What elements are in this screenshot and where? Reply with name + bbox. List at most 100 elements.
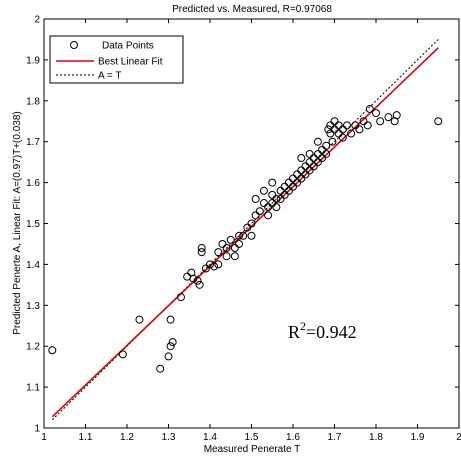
legend-marker-data-points — [70, 41, 78, 49]
data-point — [313, 149, 322, 158]
data-point — [359, 117, 368, 126]
data-point — [338, 125, 347, 134]
data-points — [48, 104, 443, 373]
y-tick-label: 1.5 — [26, 219, 40, 230]
data-point — [365, 104, 374, 113]
data-point — [201, 264, 210, 273]
data-point — [434, 117, 443, 126]
data-point — [276, 186, 285, 195]
data-point — [297, 174, 306, 183]
data-point — [372, 109, 380, 118]
data-point — [330, 117, 339, 126]
y-axis-label: Predicted Penerte A, Linear Fit: A=(0.97… — [12, 111, 23, 334]
data-point — [156, 364, 165, 373]
data-point — [176, 293, 185, 302]
legend-label-identity: A = T — [98, 71, 121, 82]
data-point — [230, 244, 239, 253]
data-point — [226, 235, 235, 244]
data-point — [318, 145, 327, 154]
data-point — [318, 154, 327, 163]
data-point — [135, 315, 144, 324]
data-point — [334, 121, 343, 130]
r-squared-value: =0.942 — [306, 322, 357, 342]
data-point — [193, 276, 202, 285]
data-point — [276, 194, 285, 203]
data-point — [235, 231, 244, 240]
data-point — [326, 121, 335, 130]
x-tick-label: 1.3 — [162, 432, 176, 443]
data-point — [326, 129, 335, 138]
data-point — [166, 315, 175, 324]
y-tick-label: 1.6 — [26, 178, 40, 189]
data-point — [214, 260, 223, 269]
data-point — [264, 211, 273, 220]
data-point — [272, 194, 281, 203]
data-point — [330, 125, 339, 134]
x-tick-label: 1.6 — [286, 432, 300, 443]
data-point — [313, 137, 322, 146]
data-point — [280, 182, 289, 191]
data-point — [324, 125, 333, 134]
data-point — [355, 125, 364, 134]
data-point — [259, 186, 268, 195]
data-point — [222, 252, 231, 261]
data-point — [264, 203, 273, 212]
data-point — [280, 190, 289, 199]
data-point — [168, 338, 177, 347]
x-tick-label: 2 — [456, 432, 461, 443]
data-point — [313, 158, 322, 167]
x-tick-label: 1.9 — [411, 432, 425, 443]
data-point — [272, 203, 281, 212]
chart-title: Predicted vs. Measured, R=0.97068 — [172, 4, 332, 15]
data-point — [297, 154, 306, 163]
data-point — [284, 186, 293, 195]
data-point — [214, 248, 223, 257]
data-point — [338, 133, 347, 142]
legend: Data Points Best Linear Fit A = T — [49, 35, 184, 84]
data-point — [251, 211, 260, 220]
data-point — [195, 280, 204, 289]
x-axis-label: Measured Penerate T — [204, 444, 301, 455]
best-fit-line — [51, 47, 439, 418]
data-point — [284, 178, 293, 187]
data-point — [376, 117, 385, 126]
data-point — [309, 154, 318, 163]
data-point — [247, 219, 256, 228]
data-point — [342, 121, 351, 130]
data-point — [118, 350, 127, 359]
data-point — [166, 342, 175, 351]
data-point — [328, 137, 337, 146]
data-point — [230, 252, 239, 261]
y-tick-label: 1.2 — [26, 342, 40, 353]
x-axis-ticks: 1 1.1 1.2 1.3 1.4 1.5 1.6 1.7 1.8 1.9 2 — [41, 19, 461, 443]
data-point — [392, 111, 401, 120]
data-point — [268, 178, 277, 187]
data-point — [347, 129, 356, 138]
data-point — [187, 268, 196, 277]
y-tick-label: 2 — [34, 15, 40, 26]
data-point — [197, 244, 206, 253]
r-squared-base: R — [288, 322, 300, 342]
data-point — [322, 141, 331, 150]
x-tick-label: 1.8 — [369, 432, 383, 443]
fit-lines — [51, 39, 439, 421]
data-point — [384, 113, 393, 122]
y-tick-label: 1.3 — [26, 301, 40, 312]
data-point — [255, 207, 264, 216]
data-point — [351, 121, 360, 130]
y-tick-label: 1.7 — [26, 137, 40, 148]
y-tick-label: 1 — [34, 424, 40, 435]
data-point — [305, 149, 314, 158]
data-point — [297, 166, 306, 175]
data-point — [210, 262, 219, 271]
data-point — [309, 162, 318, 171]
data-point — [334, 129, 343, 138]
data-point — [301, 170, 310, 179]
legend-label-best-fit: Best Linear Fit — [98, 57, 163, 68]
data-point — [363, 121, 372, 130]
data-point — [268, 199, 277, 208]
x-tick-label: 1.1 — [79, 432, 93, 443]
x-tick-label: 1.2 — [120, 432, 134, 443]
y-axis-ticks: 1 1.1 1.2 1.3 1.4 1.5 1.6 1.7 1.8 1.9 2 — [26, 15, 459, 435]
